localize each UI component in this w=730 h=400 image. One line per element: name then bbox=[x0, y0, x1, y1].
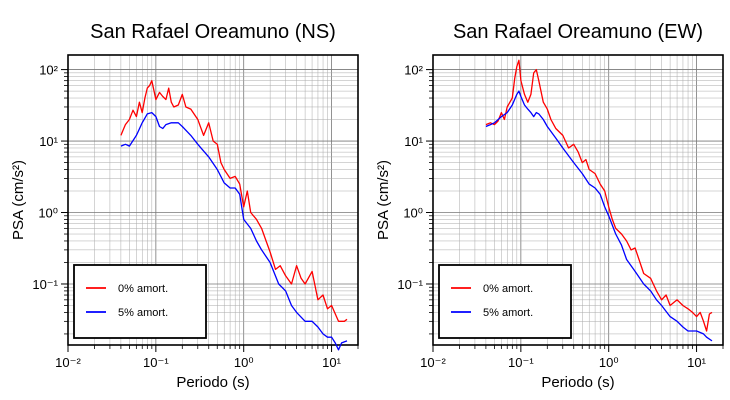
legend-label: 0% amort. bbox=[483, 283, 533, 295]
series-line-undamped bbox=[120, 80, 348, 322]
plot-frame bbox=[432, 54, 724, 346]
x-axis-label: Periodo (s) bbox=[541, 374, 614, 391]
series-line-damped bbox=[120, 111, 348, 351]
y-axis-label: PSA (cm/s²) bbox=[375, 160, 392, 240]
y-tick-label: 10⁰ bbox=[38, 206, 58, 221]
x-tick-label: 10⁻¹ bbox=[508, 355, 534, 370]
chart-title: San Rafael Oreamuno (NS) bbox=[90, 21, 336, 43]
grid bbox=[67, 55, 359, 345]
y-tick-label: 10² bbox=[404, 63, 423, 78]
y-tick-label: 10¹ bbox=[39, 134, 58, 149]
y-tick-label: 10² bbox=[39, 63, 58, 78]
chart-title: San Rafael Oreamuno (EW) bbox=[453, 21, 703, 43]
legend-label: 5% amort. bbox=[118, 307, 168, 319]
x-tick-label: 10⁻¹ bbox=[143, 355, 169, 370]
x-axis-label: Periodo (s) bbox=[176, 374, 249, 391]
x-tick-label: 10⁰ bbox=[599, 355, 619, 370]
y-tick-label: 10⁰ bbox=[403, 206, 423, 221]
chart-panel-ew: 10⁻² 10⁻¹ 10⁰ 10¹ 10⁻¹ 10⁰ 10¹ 10² San Rafael Or… bbox=[375, 21, 724, 391]
legend-label: 0% amort. bbox=[118, 283, 168, 295]
x-tick-label: 10¹ bbox=[322, 355, 341, 370]
legend: 0% amort. 5% amort. bbox=[73, 264, 207, 339]
series-line-undamped bbox=[485, 59, 713, 332]
legend: 0% amort. 5% amort. bbox=[438, 264, 572, 339]
plot-frame bbox=[67, 54, 359, 346]
series-line-damped bbox=[485, 90, 713, 342]
x-tick-label: 10⁰ bbox=[234, 355, 254, 370]
legend-label: 5% amort. bbox=[483, 307, 533, 319]
x-tick-label: 10⁻² bbox=[55, 355, 81, 370]
chart-panel-ns: 10⁻² 10⁻¹ 10⁰ 10¹ 10⁻¹ 10⁰ 10¹ 10² San Rafael Or… bbox=[10, 21, 359, 391]
y-tick-label: 10⁻¹ bbox=[32, 277, 58, 292]
y-tick-label: 10¹ bbox=[404, 134, 423, 149]
y-tick-label: 10⁻¹ bbox=[397, 277, 423, 292]
legend-box bbox=[73, 264, 207, 339]
x-tick-label: 10¹ bbox=[687, 355, 706, 370]
x-tick-label: 10⁻² bbox=[420, 355, 446, 370]
y-axis-label: PSA (cm/s²) bbox=[10, 160, 27, 240]
legend-box bbox=[438, 264, 572, 339]
